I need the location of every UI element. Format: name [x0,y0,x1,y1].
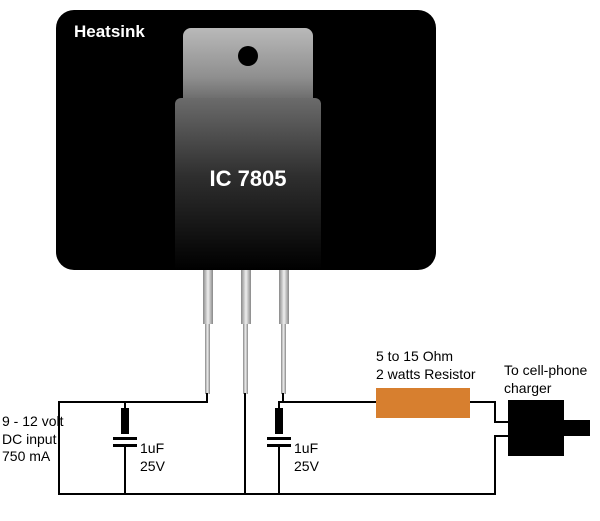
wire [278,401,378,403]
capacitor-1-body [121,408,129,434]
input-label: 9 - 12 volt DC input 750 mA [2,413,63,466]
wire [58,493,496,495]
ic-lead-1-thin [205,324,210,394]
output-plug-tip [562,420,590,436]
ic-mounting-hole [238,46,258,66]
wire [278,447,280,495]
output-plug-body [508,400,564,456]
ic-lead-2-thin [243,324,248,394]
ic-label: IC 7805 [175,166,321,192]
capacitor-1-plate-top [113,437,137,440]
wire [124,447,126,495]
wire [494,435,496,495]
wire [58,401,208,403]
ic-lead-3-thin [281,324,286,394]
ic-lead-1 [203,270,213,324]
wire [470,401,496,403]
capacitor-2-label: 1uF 25V [294,440,319,475]
heatsink-label: Heatsink [74,22,145,42]
ic-lead-3 [279,270,289,324]
ic-lead-2 [241,270,251,324]
circuit-diagram: Heatsink IC 7805 9 - [0,0,600,521]
plug-label: To cell-phone charger [504,362,587,397]
wire [244,393,246,495]
capacitor-1-label: 1uF 25V [140,440,165,475]
wire [494,401,496,423]
capacitor-2-plate-top [267,437,291,440]
resistor [376,388,470,418]
capacitor-2-body [275,408,283,434]
resistor-label: 5 to 15 Ohm 2 watts Resistor [376,348,476,383]
